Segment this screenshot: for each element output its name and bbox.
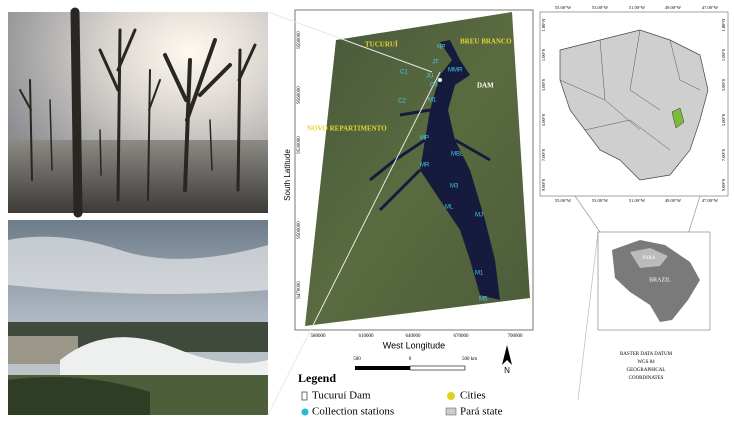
y-tick-label: 9560000 — [297, 86, 302, 104]
dam-marker — [438, 78, 442, 82]
bottom-tick-label: 47.00°W — [702, 198, 719, 203]
bottom-tick-label: 53.00°W — [592, 198, 609, 203]
station-label: MBL — [451, 152, 464, 158]
north-label: N — [504, 366, 510, 375]
station-label: MMR — [448, 68, 463, 74]
station-label: JT — [432, 60, 439, 66]
legend-item: Pará state — [460, 406, 503, 418]
top-tick-label: 53.00°W — [592, 5, 609, 10]
legend-item: Tucuruí Dam — [312, 390, 371, 402]
station-label: ML — [445, 205, 454, 211]
city-label: NOVO REPARTIMENTO — [307, 125, 387, 133]
datum-note: GEOGRAPHICAL — [627, 368, 666, 373]
left-tick-label: 5.00°S — [541, 113, 546, 126]
station-label: M3 — [450, 184, 459, 190]
left-tick-label: 9.00°S — [541, 178, 546, 191]
right-tick-label: 3.00°S — [721, 78, 726, 91]
station-label: M5 — [479, 297, 488, 303]
city-label: TUCURUÍ — [365, 41, 398, 49]
x-tick-label: 580000 — [311, 334, 327, 339]
bottom-tick-label: 55.00°W — [555, 198, 572, 203]
station-label: NP — [437, 45, 445, 51]
y-axis-label: South Latitude — [283, 149, 292, 201]
left-tick-label: 3.00°S — [541, 78, 546, 91]
inset-label: BRAZIL — [649, 277, 671, 283]
photo-flooded-forest — [8, 12, 268, 213]
x-tick-label: 670000 — [454, 334, 470, 339]
top-tick-label: 49.00°W — [665, 5, 682, 10]
y-tick-label: 9590000 — [297, 31, 302, 49]
top-tick-label: 47.00°W — [702, 5, 719, 10]
top-tick-label: 55.00°W — [555, 5, 572, 10]
right-tick-label: 9.00°S — [721, 178, 726, 191]
photo-dam-spillway — [8, 220, 268, 415]
station-label: JU — [426, 74, 433, 80]
north-arrow — [502, 345, 512, 365]
x-tick-label: 640000 — [406, 334, 422, 339]
scale-bar — [355, 366, 465, 370]
y-tick-label: 9500000 — [297, 221, 302, 239]
scale-label: 500 km — [462, 357, 477, 362]
legend-title: Legend — [298, 371, 336, 385]
inset-label: PARA — [643, 256, 656, 261]
city-label: DAM — [477, 82, 494, 90]
station-label: M1 — [428, 98, 437, 104]
right-tick-label: 7.00°S — [721, 148, 726, 161]
station-label: MR — [420, 163, 430, 169]
scale-label: 0 — [409, 357, 412, 362]
station-label: M1 — [475, 271, 484, 277]
x-tick-label: 610000 — [359, 334, 375, 339]
left-tick-label: 1.00°N — [541, 18, 546, 32]
left-tick-label: 1.00°S — [541, 48, 546, 61]
datum-note: RASTER DATA DATUM — [620, 352, 673, 357]
x-tick-label: 700000 — [508, 334, 524, 339]
bottom-tick-label: 49.00°W — [665, 198, 682, 203]
station-label: C3 — [430, 83, 438, 89]
x-axis-label: West Longitude — [383, 340, 445, 350]
legend-item: Cities — [460, 390, 486, 402]
station-label: MP — [420, 136, 429, 142]
city-label: BREU BRANCO — [460, 38, 512, 46]
datum-note: WGS 84 — [637, 360, 655, 365]
scale-label: 500 — [353, 357, 361, 362]
figure: South Latitude West Longitude 580000 610000… — [0, 0, 734, 421]
right-tick-label: 1.00°N — [721, 18, 726, 32]
state-map — [540, 12, 728, 400]
station-label: C2 — [398, 99, 406, 105]
legend-item: Collection stations — [312, 406, 394, 418]
top-tick-label: 51.00°W — [629, 5, 646, 10]
station-label: MJ — [475, 213, 483, 219]
station-label: C1 — [400, 70, 408, 76]
y-tick-label: 9470000 — [297, 281, 302, 299]
datum-note: COORDINATES — [629, 376, 664, 381]
right-tick-label: 5.00°S — [721, 113, 726, 126]
bottom-tick-label: 51.00°W — [629, 198, 646, 203]
left-tick-label: 7.00°S — [541, 148, 546, 161]
y-tick-label: 9530000 — [297, 136, 302, 154]
right-tick-label: 1.00°S — [721, 48, 726, 61]
